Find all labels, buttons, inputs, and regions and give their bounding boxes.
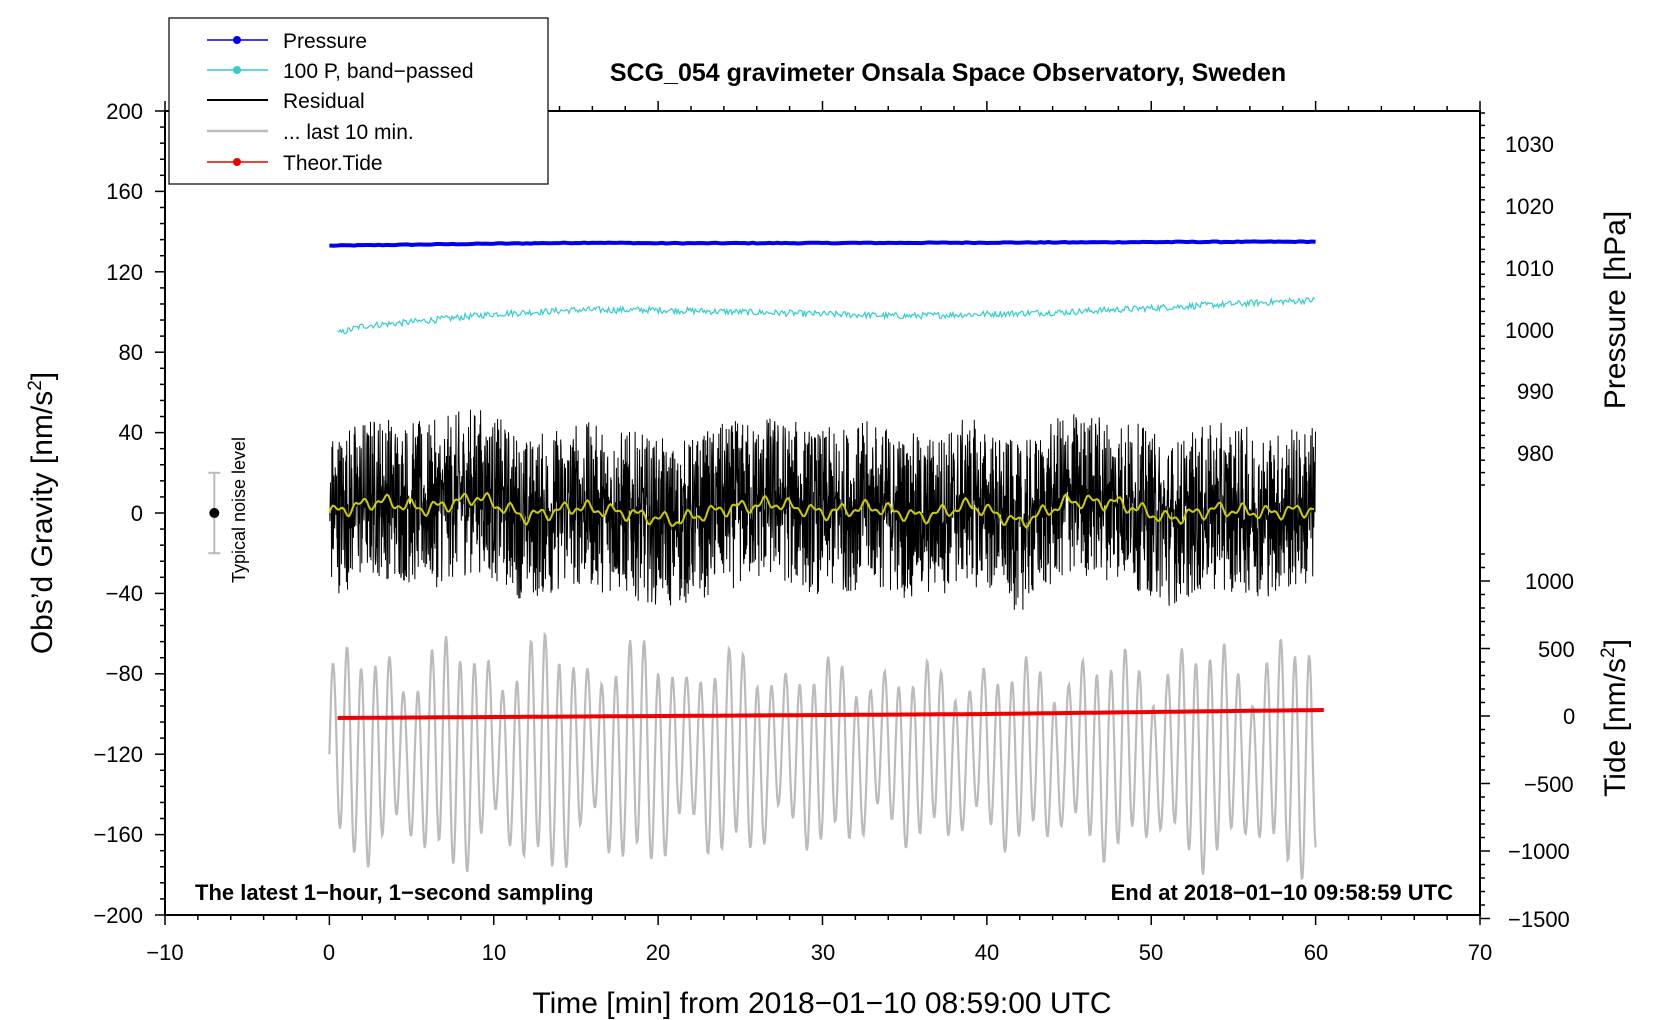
x-axis-title: Time [min] from 2018−01−10 08:59:00 UTC [532, 987, 1111, 1020]
legend-label: ... last 10 min. [283, 121, 414, 144]
legend-marker [233, 158, 241, 166]
legend-marker [233, 66, 241, 74]
ytick-left: 200 [106, 99, 143, 124]
ytick-pressure: 980 [1517, 441, 1554, 466]
xtick: 50 [1139, 940, 1163, 965]
legend-label: Residual [283, 90, 365, 113]
right-tide-labels: 1000 500 0 −500 −1000 −1500 [1508, 569, 1575, 932]
series-pressure-band-passed [337, 296, 1315, 335]
right-pressure-labels: 1030 1020 1010 1000 990 980 [1505, 132, 1554, 466]
xtick: 70 [1468, 940, 1492, 965]
ytick-tide: 0 [1563, 704, 1575, 729]
chart-title: SCG_054 gravimeter Onsala Space Observat… [610, 59, 1286, 87]
series-pressure [329, 239, 1316, 248]
series-layer [328, 239, 1324, 881]
ytick-tide: −1500 [1508, 907, 1570, 932]
ytick-left: 80 [119, 340, 143, 365]
xtick: −10 [146, 940, 183, 965]
ytick-pressure: 990 [1517, 379, 1554, 404]
ytick-pressure: 1000 [1505, 318, 1554, 343]
ytick-tide: −1000 [1508, 839, 1570, 864]
ytick-tide: −500 [1524, 772, 1574, 797]
ytick-left: 40 [119, 420, 143, 445]
ytick-pressure: 1010 [1505, 256, 1554, 281]
noise-level-label: Typical noise level [229, 437, 249, 583]
legend-entry-residual: Residual [207, 90, 365, 113]
ytick-left: −200 [93, 903, 143, 928]
ytick-pressure: 1020 [1505, 194, 1554, 219]
series-residual-smoothed [328, 491, 1315, 529]
legend-label: 100 P, band−passed [283, 60, 474, 83]
noise-level-dot [209, 508, 220, 518]
legend-entry-pressure: Pressure [207, 30, 367, 53]
series-theoretical-tide [337, 708, 1324, 720]
ytick-left: 120 [106, 260, 143, 285]
ytick-left: −80 [106, 661, 143, 686]
legend-entry-last-10-min: ... last 10 min. [207, 121, 414, 144]
xtick: 0 [323, 940, 335, 965]
left-axis-labels: 200 160 120 80 40 0 −40 −80 −120 −160 −2… [93, 99, 143, 928]
xtick: 20 [646, 940, 670, 965]
ytick-pressure: 1030 [1505, 132, 1554, 157]
y-axis-title-left: Obs’d Gravity [nm/s2] [25, 372, 59, 654]
xtick: 60 [1304, 940, 1328, 965]
ytick-left: −160 [93, 822, 143, 847]
legend-label: Theor.Tide [283, 152, 383, 175]
ytick-left: −120 [93, 742, 143, 767]
footnote-sampling: The latest 1−hour, 1−second sampling [195, 880, 594, 905]
xtick: 40 [975, 940, 999, 965]
legend-marker [233, 36, 241, 44]
legend: Pressure 100 P, band−passed Residual ...… [168, 17, 549, 185]
x-axis-labels: −10 0 10 20 30 40 50 60 70 [146, 940, 1492, 965]
series-residual [328, 409, 1316, 610]
legend-label: Pressure [283, 30, 367, 53]
footnote-end-time: End at 2018−01−10 09:58:59 UTC [1111, 880, 1454, 905]
series-last-10-min [328, 631, 1317, 881]
legend-entry-theor-tide: Theor.Tide [207, 152, 383, 175]
ytick-left: 160 [106, 179, 143, 204]
noise-level-indicator: Typical noise level [208, 437, 249, 583]
ytick-left: −40 [106, 581, 143, 606]
legend-entry-band-passed: 100 P, band−passed [207, 60, 474, 83]
xtick: 30 [811, 940, 835, 965]
ytick-left: 0 [131, 501, 143, 526]
y-axis-title-pressure: Pressure [hPa] [1599, 211, 1632, 409]
xtick: 10 [482, 940, 506, 965]
ytick-tide: 500 [1538, 637, 1575, 662]
ytick-tide: 1000 [1525, 569, 1574, 594]
y-axis-title-tide: Tide [nm/s2] [1598, 639, 1632, 797]
